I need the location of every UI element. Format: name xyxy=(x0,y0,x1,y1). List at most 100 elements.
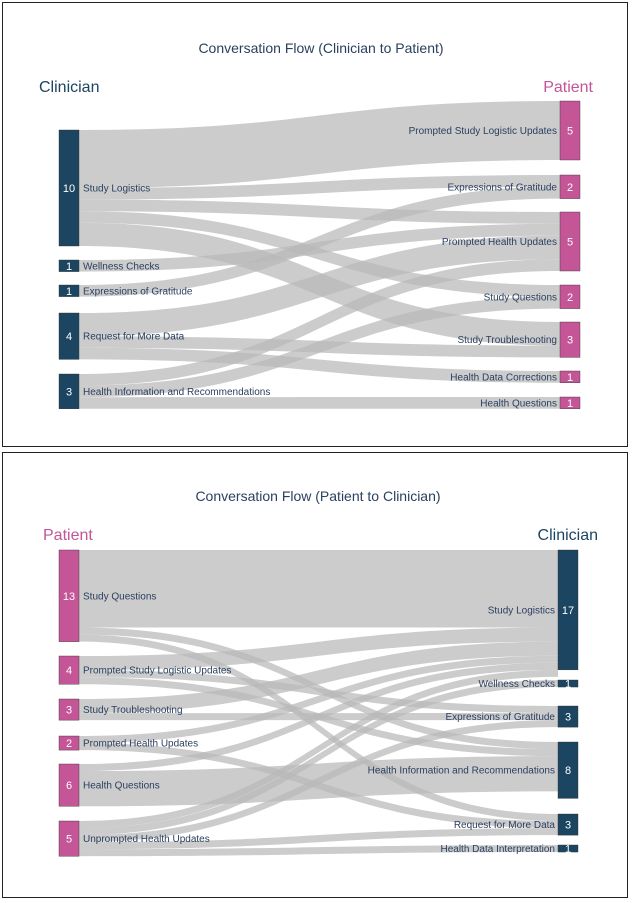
node-bar xyxy=(58,698,80,721)
right-node-prompted-health-updates: 5 Prompted Health Updates xyxy=(442,211,581,272)
left-node-wellness-checks: 1 Wellness Checks xyxy=(58,259,160,273)
left-node-health-information-and-recommendations: 3 Health Information and Recommendations xyxy=(58,373,270,409)
node-bar xyxy=(58,312,80,360)
left-node-prompted-health-updates: 2 Prompted Health Updates xyxy=(58,735,198,751)
node-bar xyxy=(559,100,581,161)
flow-links xyxy=(79,550,558,857)
node-label: Prompted Study Logistic Updates xyxy=(409,126,557,137)
node-label: Health Information and Recommendations xyxy=(368,766,555,777)
node-bar xyxy=(58,373,80,409)
node-value: 3 xyxy=(66,386,72,398)
left-side-header: Patient xyxy=(43,527,93,544)
diagram-title: Conversation Flow (Patient to Clinician) xyxy=(195,488,440,504)
flow-link-health-questions-to-study-logistics xyxy=(79,662,558,772)
node-bar xyxy=(58,259,80,272)
node-value: 1 xyxy=(567,372,573,384)
node-value: 5 xyxy=(567,126,573,138)
node-label: Unprompted Health Updates xyxy=(83,834,210,845)
node-value: 4 xyxy=(66,665,72,677)
node-label: Expressions of Gratitude xyxy=(83,286,193,297)
flow-link-health-information-and-recommendations-to-study-questions xyxy=(79,296,560,398)
flow-link-unprompted-health-updates-to-study-logistics xyxy=(79,669,558,829)
left-node-request-for-more-data: 4 Request for More Data xyxy=(58,312,185,360)
node-bar xyxy=(58,549,80,642)
node-label: Wellness Checks xyxy=(83,261,160,272)
node-bar xyxy=(58,284,80,297)
node-label: Study Questions xyxy=(484,292,557,303)
flow-link-unprompted-health-updates-to-wellness-checks xyxy=(79,680,558,836)
node-value: 8 xyxy=(565,765,571,777)
node-value: 5 xyxy=(66,834,72,846)
right-node-health-questions: 1 Health Questions xyxy=(480,396,581,410)
flow-link-health-information-and-recommendations-to-health-questions xyxy=(79,397,560,409)
node-bar xyxy=(559,174,581,199)
flow-link-prompted-health-updates-to-study-logistics xyxy=(79,655,558,744)
node-label: Health Questions xyxy=(83,781,160,792)
node-bar xyxy=(559,321,581,358)
flow-link-request-for-more-data-to-prompted-health-updates xyxy=(79,235,560,337)
right-side-header: Patient xyxy=(543,79,593,96)
node-value: 1 xyxy=(565,679,571,691)
sankey-diagram-clinician-to-patient: Conversation Flow (Clinician to Patient)… xyxy=(39,40,594,410)
node-label: Wellness Checks xyxy=(478,679,555,690)
node-bar xyxy=(557,844,579,853)
node-value: 1 xyxy=(567,398,573,410)
right-node-expressions-of-gratitude: 3 Expressions of Gratitude xyxy=(446,705,579,728)
patient-to-clinician-panel: Conversation Flow (Patient to Clinician)… xyxy=(2,452,628,898)
node-value: 17 xyxy=(562,605,574,617)
right-node-health-data-interpretation: 1 Health Data Interpretation xyxy=(440,844,579,856)
right-node-wellness-checks: 1 Wellness Checks xyxy=(478,679,579,691)
right-node-study-questions: 2 Study Questions xyxy=(484,284,581,309)
node-value: 6 xyxy=(66,780,72,792)
flow-link-study-questions-to-request-for-more-data xyxy=(79,634,558,822)
node-value: 3 xyxy=(567,335,573,347)
node-label: Health Data Corrections xyxy=(450,372,557,383)
node-value: 2 xyxy=(567,182,573,194)
node-bar xyxy=(58,735,80,751)
right-node-request-for-more-data: 3 Request for More Data xyxy=(454,813,579,836)
right-node-health-data-corrections: 1 Health Data Corrections xyxy=(450,370,581,384)
flow-link-health-information-and-recommendations-to-prompted-health-updates xyxy=(79,259,560,386)
node-value: 3 xyxy=(66,705,72,717)
right-node-expressions-of-gratitude: 2 Expressions of Gratitude xyxy=(448,174,581,199)
node-label: Request for More Data xyxy=(83,332,185,343)
sankey-diagram-patient-to-clinician: Conversation Flow (Patient to Clinician)… xyxy=(43,488,598,857)
node-label: Health Questions xyxy=(480,398,557,409)
node-label: Request for More Data xyxy=(454,820,556,831)
flow-link-unprompted-health-updates-to-health-data-interpretation xyxy=(79,845,558,857)
node-label: Study Troubleshooting xyxy=(83,705,183,716)
node-value: 3 xyxy=(565,820,571,832)
node-bar xyxy=(58,129,80,247)
left-node-study-logistics: 10 Study Logistics xyxy=(58,129,150,247)
node-value: 1 xyxy=(66,286,72,298)
node-label: Expressions of Gratitude xyxy=(446,712,556,723)
node-value: 1 xyxy=(565,844,571,856)
flow-link-study-logistics-to-prompted-health-updates xyxy=(79,199,560,224)
node-bar xyxy=(559,370,581,384)
node-value: 1 xyxy=(66,261,72,273)
flow-link-expressions-of-gratitude-to-expressions-of-gratitude xyxy=(79,186,560,297)
node-bar xyxy=(559,396,581,410)
node-bar xyxy=(58,763,80,807)
node-value: 5 xyxy=(567,237,573,249)
flow-link-unprompted-health-updates-to-request-for-more-data xyxy=(79,828,558,850)
node-value: 2 xyxy=(66,738,72,750)
node-bar xyxy=(557,549,579,671)
node-bar xyxy=(557,679,579,688)
node-bar xyxy=(557,705,579,728)
node-label: Study Logistics xyxy=(488,605,555,616)
diagram-title: Conversation Flow (Clinician to Patient) xyxy=(198,40,443,56)
node-value: 4 xyxy=(66,331,72,343)
left-side-header: Clinician xyxy=(39,79,99,96)
flow-nodes: 10 Study Logistics 1 Wellness Checks 1 Expres… xyxy=(58,100,581,410)
flow-link-study-questions-to-study-logistics xyxy=(79,550,558,628)
node-value: 13 xyxy=(63,591,75,603)
flow-link-wellness-checks-to-prompted-health-updates xyxy=(79,223,560,272)
flow-link-request-for-more-data-to-health-data-corrections xyxy=(79,347,560,383)
node-label: Prompted Health Updates xyxy=(83,739,198,750)
right-side-header: Clinician xyxy=(538,527,598,544)
node-bar xyxy=(557,741,579,799)
node-bar xyxy=(559,211,581,272)
node-label: Study Logistics xyxy=(83,184,150,195)
